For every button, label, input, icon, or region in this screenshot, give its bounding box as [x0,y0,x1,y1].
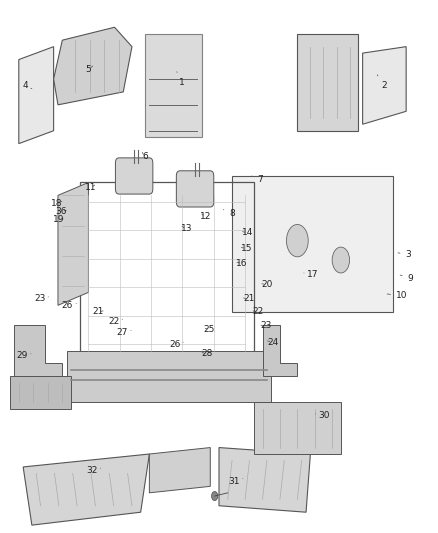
Text: 22: 22 [108,317,122,326]
Text: 10: 10 [387,291,407,300]
Text: 2: 2 [377,75,387,90]
Polygon shape [23,454,149,525]
Text: 24: 24 [267,337,278,346]
Text: 18: 18 [51,199,63,208]
Text: 16: 16 [237,259,248,268]
Text: 15: 15 [240,244,252,253]
Text: 3: 3 [398,251,411,260]
Text: 9: 9 [400,273,413,282]
FancyBboxPatch shape [116,158,153,194]
Text: 17: 17 [304,270,318,279]
Text: 36: 36 [56,207,67,216]
Text: 1: 1 [177,72,185,87]
Polygon shape [145,34,201,137]
Circle shape [212,491,218,500]
Text: 7: 7 [252,175,263,184]
Text: 11: 11 [85,183,96,192]
Polygon shape [58,182,88,305]
Polygon shape [53,27,132,105]
Text: 29: 29 [17,351,31,360]
Text: 19: 19 [53,215,64,224]
Text: 23: 23 [34,294,48,303]
Text: 14: 14 [242,228,253,237]
Text: 23: 23 [260,321,272,330]
Polygon shape [67,351,271,402]
Text: 4: 4 [22,81,32,90]
Text: 21: 21 [92,307,104,316]
Text: 13: 13 [180,224,192,233]
Text: 21: 21 [243,294,254,303]
Text: 31: 31 [229,477,243,486]
Text: 22: 22 [253,307,264,316]
Text: 32: 32 [86,466,101,475]
Polygon shape [149,448,210,493]
Circle shape [286,224,308,257]
Polygon shape [14,325,62,376]
Text: 5: 5 [85,65,93,74]
Text: 20: 20 [261,280,272,289]
Circle shape [332,247,350,273]
Text: 12: 12 [200,212,212,221]
Polygon shape [363,47,406,124]
Text: 27: 27 [117,328,131,337]
Polygon shape [232,176,393,312]
Polygon shape [219,448,311,512]
Text: 26: 26 [169,340,184,349]
Text: 28: 28 [201,349,212,358]
FancyBboxPatch shape [177,171,214,207]
Polygon shape [10,376,71,409]
Text: 8: 8 [223,209,235,218]
Text: 6: 6 [142,152,148,161]
Text: 25: 25 [204,325,215,334]
Polygon shape [254,402,341,454]
Polygon shape [297,34,358,131]
Text: 26: 26 [62,301,76,310]
Text: 30: 30 [316,411,330,419]
Polygon shape [262,325,297,376]
Polygon shape [19,47,53,144]
